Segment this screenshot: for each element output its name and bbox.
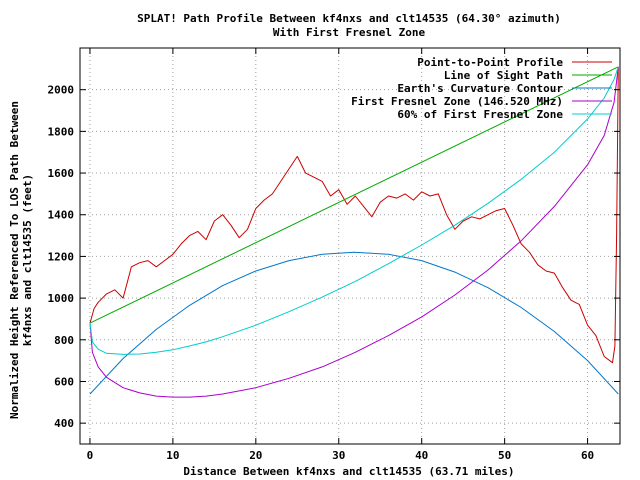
- y-axis-label-line2: kf4nxs and clt14535 (feet): [21, 174, 34, 346]
- series-line-5: [89, 66, 619, 355]
- legend-label: Earth's Curvature Contour: [397, 82, 563, 95]
- y-axis-label-line1: Normalized Height Referenced To LOS Path…: [8, 101, 21, 419]
- axis-ticks: 0 10 20 30 40 50 60 400 600 800 1000 1200 1400 1600 18…: [48, 48, 620, 462]
- y-tick-label: 1000: [48, 292, 75, 305]
- y-tick-label: 800: [54, 334, 74, 347]
- series-line-3: [89, 251, 619, 395]
- x-tick-label: 40: [415, 449, 428, 462]
- legend-label: First Fresnel Zone (146.520 MHz): [351, 95, 563, 108]
- chart-title: SPLAT! Path Profile Between kf4nxs and c…: [137, 12, 561, 25]
- legend-label: 60% of First Fresnel Zone: [397, 108, 563, 121]
- y-tick-label: 1800: [48, 125, 75, 138]
- x-tick-label: 20: [249, 449, 262, 462]
- y-tick-label: 1400: [48, 209, 75, 222]
- chart-subtitle: With First Fresnel Zone: [273, 26, 426, 39]
- legend-label: Line of Sight Path: [444, 69, 563, 82]
- y-tick-label: 2000: [48, 84, 75, 97]
- x-tick-label: 60: [581, 449, 594, 462]
- x-tick-label: 30: [332, 449, 345, 462]
- series-lines: [89, 66, 619, 398]
- series-line-1: [89, 66, 619, 364]
- x-axis-label: Distance Between kf4nxs and clt14535 (63…: [183, 465, 514, 478]
- series-line-4: [89, 66, 619, 398]
- legend-label: Point-to-Point Profile: [417, 56, 563, 69]
- series-line-2: [89, 66, 619, 324]
- plot-frame: [79, 47, 621, 445]
- y-tick-label: 600: [54, 375, 74, 388]
- x-tick-label: 0: [87, 449, 94, 462]
- y-tick-label: 1200: [48, 250, 75, 263]
- y-tick-label: 400: [54, 417, 74, 430]
- y-tick-label: 1600: [48, 167, 75, 180]
- x-tick-label: 10: [166, 449, 179, 462]
- x-tick-label: 50: [498, 449, 511, 462]
